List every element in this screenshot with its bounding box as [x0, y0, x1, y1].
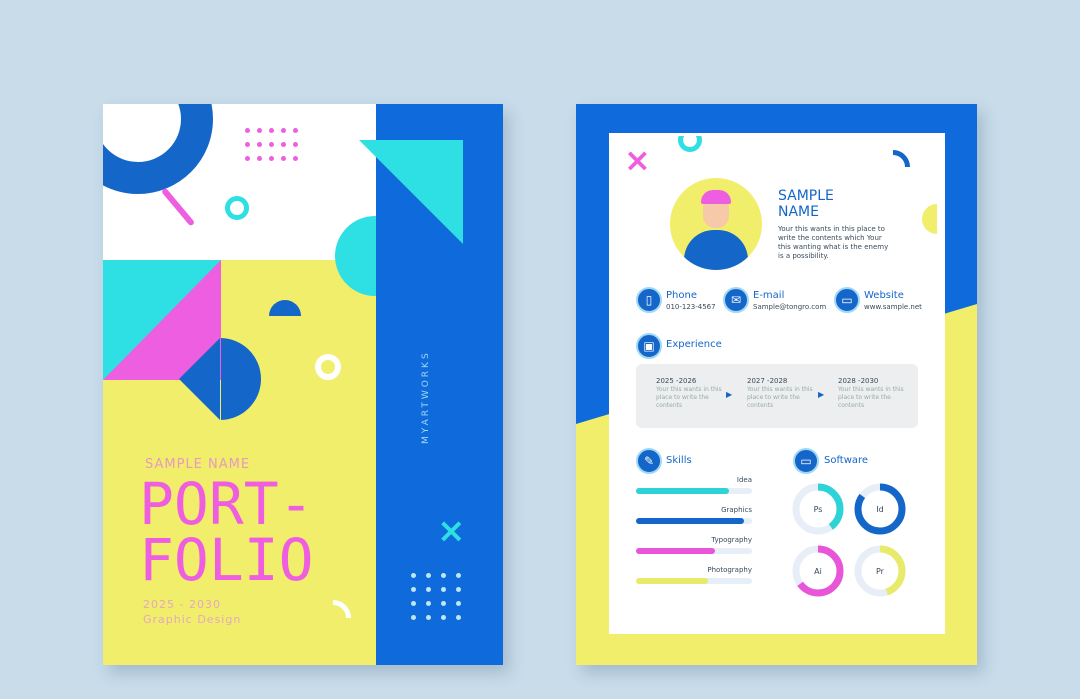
skill-bar	[636, 488, 752, 494]
experience-text: Your this wants in this place to write t…	[656, 386, 722, 409]
cyan-arc-shape	[678, 136, 702, 152]
pink-dot	[245, 156, 250, 161]
website-value: www.sample.net	[864, 303, 922, 311]
experience-title: Experience	[666, 339, 722, 350]
portfolio-title-line1: PORT-	[139, 470, 314, 538]
white-dot	[441, 615, 446, 620]
pink-dot	[245, 142, 250, 147]
pink-cross-shape: ×	[624, 141, 651, 179]
experience-text: Your this wants in this place to write t…	[747, 386, 813, 409]
skill-bar-fill	[636, 548, 715, 554]
pink-dot	[269, 128, 274, 133]
pink-dot	[281, 128, 286, 133]
white-dot	[441, 573, 446, 578]
cover-years: 2025 - 2030	[143, 598, 221, 611]
software-rings: Ps Id Ai Pr	[792, 483, 906, 597]
ring-progress	[854, 545, 906, 597]
skill-bar	[636, 578, 752, 584]
pink-dot	[257, 156, 262, 161]
monitor-icon: ▭	[793, 448, 819, 474]
white-dot	[441, 587, 446, 592]
white-dot	[426, 573, 431, 578]
experience-text: Your this wants in this place to write t…	[838, 386, 904, 409]
skill-bar	[636, 548, 752, 554]
experience-years: 2028 -2030	[838, 377, 879, 385]
white-dot	[441, 601, 446, 606]
pink-dot	[269, 142, 274, 147]
skills-title: Skills	[666, 455, 692, 466]
white-dot	[456, 587, 461, 592]
white-dot	[411, 573, 416, 578]
software-label: Ai	[814, 567, 822, 576]
experience-years: 2025 -2026	[656, 377, 697, 385]
software-title: Software	[824, 455, 869, 466]
white-dot	[411, 587, 416, 592]
skill-label: Graphics	[721, 506, 752, 514]
pink-dot	[269, 156, 274, 161]
white-dot	[411, 615, 416, 620]
ring-progress	[792, 545, 844, 597]
phone-icon: ▯	[636, 287, 662, 313]
white-ring-shape	[315, 354, 341, 380]
software-label: Id	[876, 505, 883, 514]
experience-years: 2027 -2028	[747, 377, 788, 385]
pink-dot	[293, 142, 298, 147]
white-dot	[411, 601, 416, 606]
cyan-ring-shape	[225, 196, 249, 220]
white-dot	[456, 615, 461, 620]
blue-half-circle-shape	[269, 300, 301, 316]
resume-page: × SAMPLE NAME Your this wants in this pl…	[576, 104, 977, 665]
white-arc-shape	[333, 600, 351, 618]
phone-value: 010-123-4567	[666, 303, 716, 311]
pink-dot	[245, 128, 250, 133]
white-dot	[456, 573, 461, 578]
experience-timeline: 2025 -2026 Your this wants in this place …	[636, 364, 918, 428]
arrow-right-icon: ▶	[726, 390, 733, 399]
cross-shape: ×	[437, 511, 466, 551]
mail-icon: ✉	[723, 287, 749, 313]
portfolio-cover: MYARTWORKS × SAMPLE NAME PORT- FOLIO 202…	[103, 104, 503, 665]
briefcase-icon: ▣	[636, 333, 662, 359]
skill-bar-fill	[636, 518, 744, 524]
intro-text: Your this wants in this place to write t…	[778, 225, 889, 260]
pink-dot	[293, 128, 298, 133]
email-label: E-mail	[753, 290, 785, 301]
portfolio-title-line2: FOLIO	[139, 526, 314, 594]
monitor-icon: ▭	[834, 287, 860, 313]
white-dot	[426, 601, 431, 606]
sample-name: SAMPLE NAME	[145, 457, 251, 472]
email-value: Sample@tongro.com	[753, 303, 827, 311]
resume-name-line2: NAME	[778, 204, 819, 220]
skill-bar	[636, 518, 752, 524]
white-dot	[426, 587, 431, 592]
skill-bar-fill	[636, 578, 708, 584]
pink-dot	[257, 142, 262, 147]
cover-subtitle: Graphic Design	[143, 613, 242, 626]
blue-arc-shape	[893, 150, 910, 167]
ring-progress	[854, 483, 906, 535]
vertical-brand-text: MYARTWORKS	[421, 350, 431, 444]
pencil-icon: ✎	[636, 448, 662, 474]
website-label: Website	[864, 290, 904, 301]
skill-label: Photography	[707, 566, 752, 574]
yellow-half-circle	[922, 204, 937, 234]
white-dot	[426, 615, 431, 620]
ring-progress	[792, 483, 844, 535]
phone-label: Phone	[666, 290, 697, 301]
software-label: Ps	[814, 505, 823, 514]
software-label: Pr	[876, 567, 885, 576]
skill-label: Idea	[736, 476, 752, 484]
pink-dot	[281, 142, 286, 147]
pink-dot	[293, 156, 298, 161]
avatar	[670, 178, 762, 270]
pink-dot	[257, 128, 262, 133]
resume-name-line1: SAMPLE	[778, 188, 834, 204]
skill-label: Typography	[711, 536, 752, 544]
white-dot	[456, 601, 461, 606]
pink-dot	[281, 156, 286, 161]
arrow-right-icon: ▶	[818, 390, 825, 399]
skill-bar-fill	[636, 488, 729, 494]
